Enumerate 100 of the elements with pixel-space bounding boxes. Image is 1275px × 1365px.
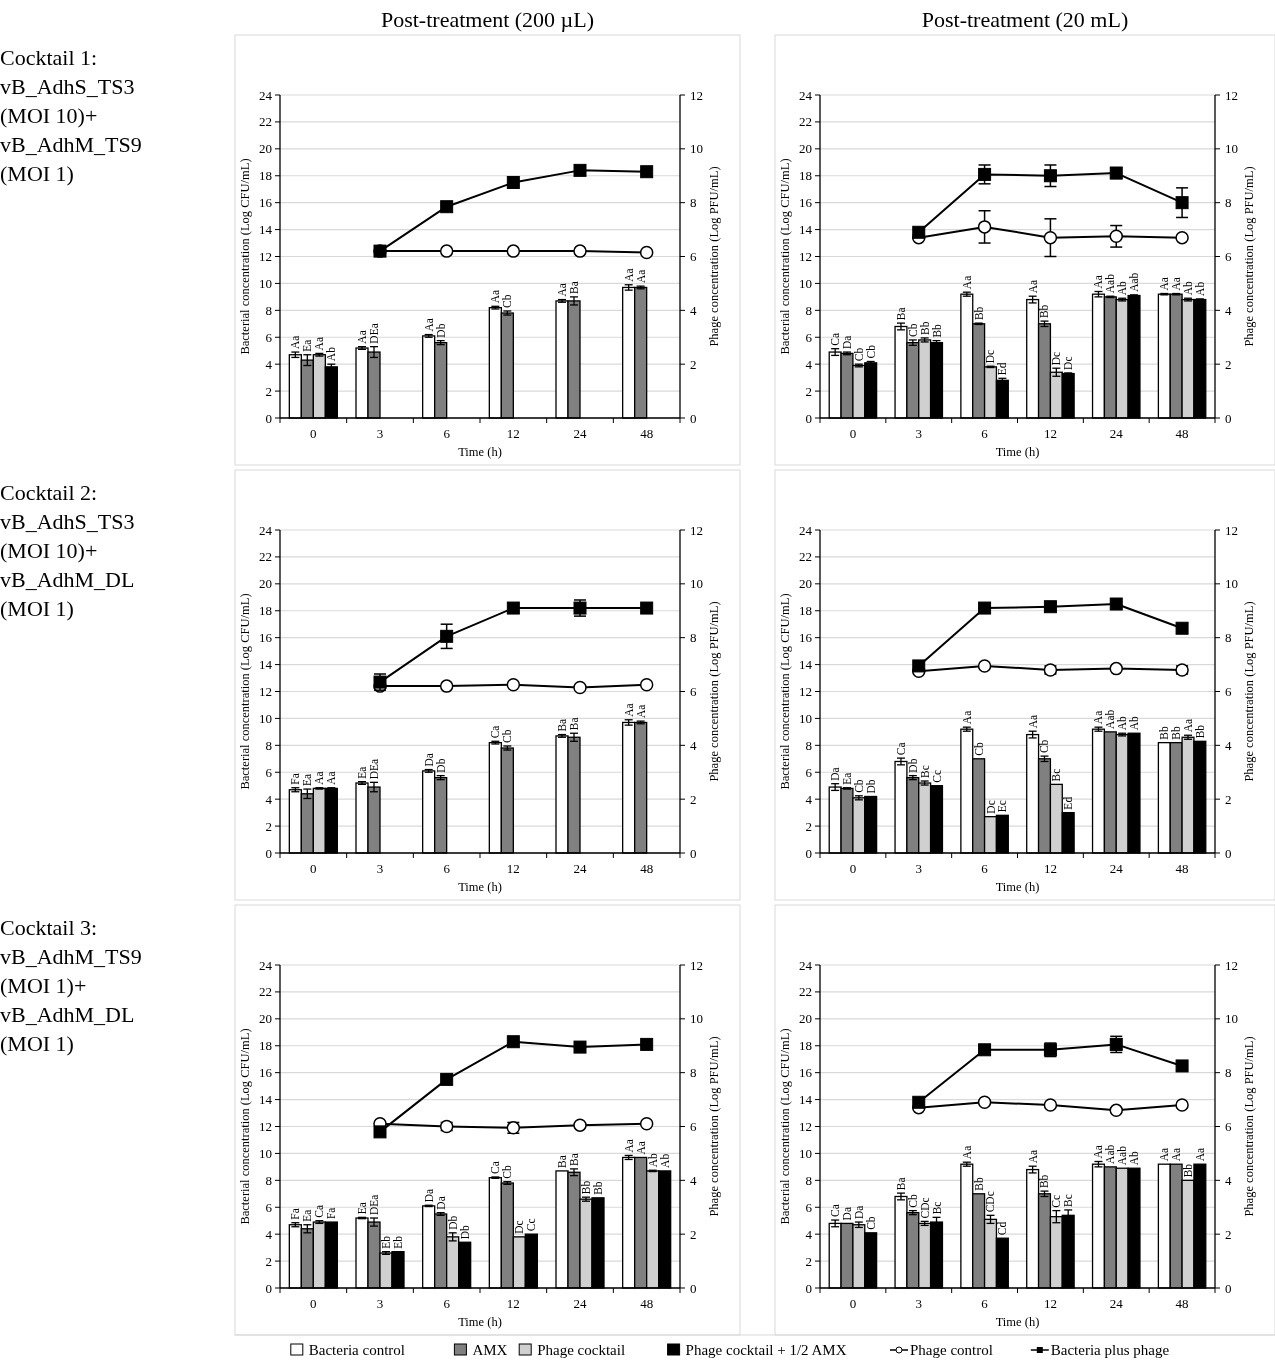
x-tick-label: 12 [1043,1296,1057,1311]
data-label: CDc [984,1191,997,1213]
data-label: Db [434,323,447,338]
y-axis-title: Bacterial concentration (Log CFU/mL) [238,1028,252,1225]
y-tick-label: 2 [805,383,812,399]
y-tick-label: 16 [259,630,273,646]
data-label: Aa [1026,1149,1039,1164]
data-label: Ed [996,362,1009,376]
x-axis-title: Time (h) [995,445,1040,459]
data-label: Cc [1050,1194,1063,1208]
x-tick-label: 3 [376,426,384,441]
y-tick-label: 24 [799,87,813,103]
data-label: DEa [368,323,380,344]
data-label: Aa [1092,710,1105,725]
data-label: Dc [984,349,997,364]
data-label: Aab [1104,1144,1117,1164]
y-tick-label: 4 [265,791,273,807]
y-tick-label: 24 [259,522,273,538]
data-label: Aa [313,771,326,785]
data-label: Bb [1038,304,1051,319]
data-label: Ea [301,773,314,787]
x-tick-label: 12 [1043,426,1057,441]
data-label: Aa [622,703,635,717]
data-label: Ab [1182,280,1195,296]
y-tick-label: 0 [805,1280,812,1296]
y-tick-label: 0 [805,410,812,426]
data-label: Aa [634,1141,647,1155]
data-label: Da [422,1188,435,1203]
x-axis-title: Time (h) [458,445,502,459]
data-label: Ca [489,1161,502,1174]
y2-tick-label: 6 [690,249,697,265]
y-tick-label: 10 [259,710,272,726]
data-label: Ea [356,1202,368,1215]
y-tick-label: 0 [805,845,812,861]
data-label: Aa [960,1145,973,1160]
data-label: Aa [1182,718,1195,733]
y-tick-label: 14 [259,1092,273,1108]
data-label: Ca [894,742,907,756]
data-label: Bb [1193,724,1206,739]
data-label: Cb [852,347,865,362]
data-label: Dc [984,800,997,814]
y-tick-label: 20 [799,1011,812,1027]
x-tick-label: 12 [506,1296,520,1311]
data-label: Fa [325,1207,338,1220]
data-label: Ab [1193,281,1206,296]
y2-tick-label: 10 [1225,141,1238,157]
data-label: Ed [1062,796,1075,810]
data-label: CDc [918,1197,931,1219]
data-label: Eb [392,1235,404,1249]
y2-tick-label: 4 [690,1172,697,1188]
y-tick-label: 20 [259,576,272,592]
data-label: DEa [368,1194,380,1216]
y-tick-label: 2 [265,383,272,399]
data-label: Db [864,779,877,794]
y-tick-label: 6 [805,329,813,345]
data-label: Bc [918,765,931,778]
y-tick-label: 20 [259,141,272,157]
data-label: Dc [513,1220,526,1234]
y-tick-label: 14 [259,222,273,238]
data-label: Aa [489,289,502,304]
y-tick-label: 2 [265,818,272,834]
data-label: Db [434,758,447,773]
data-label: Db [458,1224,471,1240]
data-label: Db [906,758,919,773]
data-label: Eb [380,1235,392,1249]
y2-axis-title: Phage concentration (Log PFU/mL) [707,1036,721,1217]
y-tick-label: 14 [799,657,813,673]
data-label: Ba [568,281,580,294]
data-label: Cb [501,729,514,744]
x-tick-label: 3 [915,861,922,876]
y-tick-label: 2 [805,818,812,834]
data-label: Bc [1062,1194,1075,1207]
y-axis-title: Bacterial concentration (Log CFU/mL) [778,158,792,355]
text: Cocktail 1: vB_AdhS_TS3 (MOI 10)+ vB_AdhM_TS9 (MOI 1) [0,45,142,186]
y-axis-title: Bacterial concentration (Log CFU/mL) [238,158,252,355]
y2-tick-label: 12 [690,87,703,103]
y-tick-label: 12 [799,1119,812,1135]
data-label: Aa [1158,1147,1171,1162]
x-tick-label: 12 [506,861,520,876]
data-label: Aa [634,704,647,719]
x-tick-label: 3 [915,426,922,441]
x-axis-title: Time (h) [458,880,502,894]
y-tick-label: 12 [799,684,812,700]
y-tick-label: 12 [259,1119,272,1135]
y-tick-label: 2 [805,1253,812,1269]
y2-tick-label: 0 [690,1280,697,1296]
y-tick-label: 10 [799,275,812,291]
y2-tick-label: 4 [690,737,697,753]
data-label: Dc [1062,356,1075,370]
legend-label: Phage cocktail [537,1342,626,1358]
data-label: Ec [996,800,1009,813]
y-tick-label: 18 [259,168,272,184]
data-label: Aa [1158,277,1171,291]
data-label: Aa [356,330,368,344]
data-label: Aa [1026,714,1039,729]
y-tick-label: 22 [259,549,272,565]
y-tick-label: 16 [259,1065,273,1081]
y-tick-label: 4 [805,356,813,372]
data-label: Ab [646,1152,659,1168]
data-label: Bb [1158,725,1171,740]
